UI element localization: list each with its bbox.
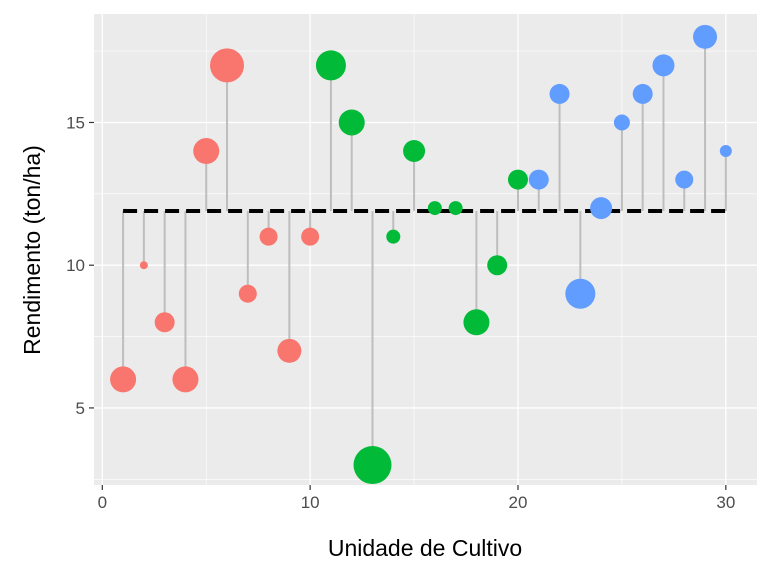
data-point — [210, 48, 245, 83]
y-tick-label: 15 — [66, 113, 85, 132]
data-point — [315, 50, 346, 81]
x-tick-label: 20 — [509, 493, 528, 512]
data-point — [353, 446, 392, 485]
data-point — [613, 114, 630, 131]
grid-lines — [94, 14, 757, 485]
x-tick-label: 10 — [301, 493, 320, 512]
data-point — [487, 255, 508, 276]
y-tick-label: 5 — [76, 399, 85, 418]
data-point — [463, 309, 490, 336]
axes: 0 10 20 30 5 10 15 — [66, 113, 735, 512]
data-point — [590, 197, 613, 220]
y-tick-label: 10 — [66, 256, 85, 275]
data-point — [277, 338, 302, 363]
x-axis-label: Unidade de Cultivo — [328, 535, 522, 561]
y-axis-label: Rendimento (ton/ha) — [19, 145, 45, 355]
data-point — [386, 229, 401, 244]
data-point — [448, 201, 463, 216]
data-point — [139, 261, 148, 270]
data-point — [154, 312, 175, 333]
data-point — [675, 170, 694, 189]
data-point — [172, 366, 199, 393]
data-point — [110, 366, 137, 393]
data-point — [301, 227, 320, 246]
points — [110, 24, 732, 485]
data-point — [565, 278, 596, 309]
data-point — [259, 227, 278, 246]
data-point — [238, 284, 257, 303]
data-point — [193, 138, 220, 165]
data-point — [427, 201, 442, 216]
data-point — [719, 145, 732, 158]
data-point — [338, 109, 365, 136]
data-point — [528, 169, 549, 190]
x-tick-label: 30 — [716, 493, 735, 512]
plot-panel — [94, 14, 757, 485]
data-point — [693, 24, 718, 49]
x-tick-label: 0 — [98, 493, 107, 512]
data-point — [403, 140, 426, 163]
data-point — [549, 83, 570, 104]
data-point — [507, 169, 528, 190]
data-point — [632, 83, 653, 104]
data-point — [652, 54, 675, 77]
